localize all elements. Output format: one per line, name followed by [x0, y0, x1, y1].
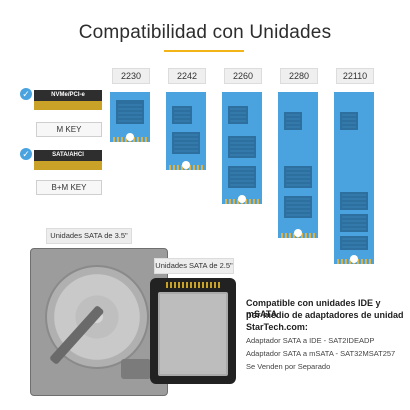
size-tab-2280: 2280	[280, 68, 318, 84]
info-heading-line3: StarTech.com:	[246, 322, 308, 332]
info-line-sold-separately: Se Venden por Separado	[246, 362, 331, 371]
m2-card-2260	[222, 92, 262, 204]
m-key-card: NVMe/PCI-e	[34, 90, 102, 110]
check-icon: ✓	[20, 148, 32, 160]
m-key-label: M KEY	[36, 122, 102, 137]
page-title: Compatibilidad con Unidades	[78, 22, 332, 43]
m2-card-2242	[166, 92, 206, 170]
bm-key-card-label: SATA/AHCI	[52, 152, 84, 158]
m-key-card-label: NVMe/PCI-e	[51, 92, 85, 98]
size-tab-2260: 2260	[224, 68, 262, 84]
check-icon: ✓	[20, 88, 32, 100]
sata25-label: Unidades SATA de 2.5"	[154, 258, 234, 274]
sata35-label: Unidades SATA de 3.5"	[46, 228, 132, 244]
bm-key-label: B+M KEY	[36, 180, 102, 195]
m2-card-2230	[110, 92, 150, 142]
m2-card-22110	[334, 92, 374, 264]
bm-key-card: SATA/AHCI	[34, 150, 102, 170]
ssd-2-5-image	[150, 278, 236, 384]
size-tab-2230: 2230	[112, 68, 150, 84]
info-line-ide: Adaptador SATA a IDE - SAT2IDEADP	[246, 336, 375, 345]
info-heading-line2: por medio de adaptadores de unidad	[246, 310, 404, 320]
title-underline	[164, 50, 244, 52]
size-tab-2242: 2242	[168, 68, 206, 84]
hdd-3-5-image	[30, 248, 168, 396]
info-heading-line1: Compatible con unidades IDE y mSATA	[246, 298, 381, 319]
m2-card-2280	[278, 92, 318, 238]
info-line-msata: Adaptador SATA a mSATA - SAT32MSAT257	[246, 349, 396, 358]
size-tab-22110: 22110	[336, 68, 374, 84]
